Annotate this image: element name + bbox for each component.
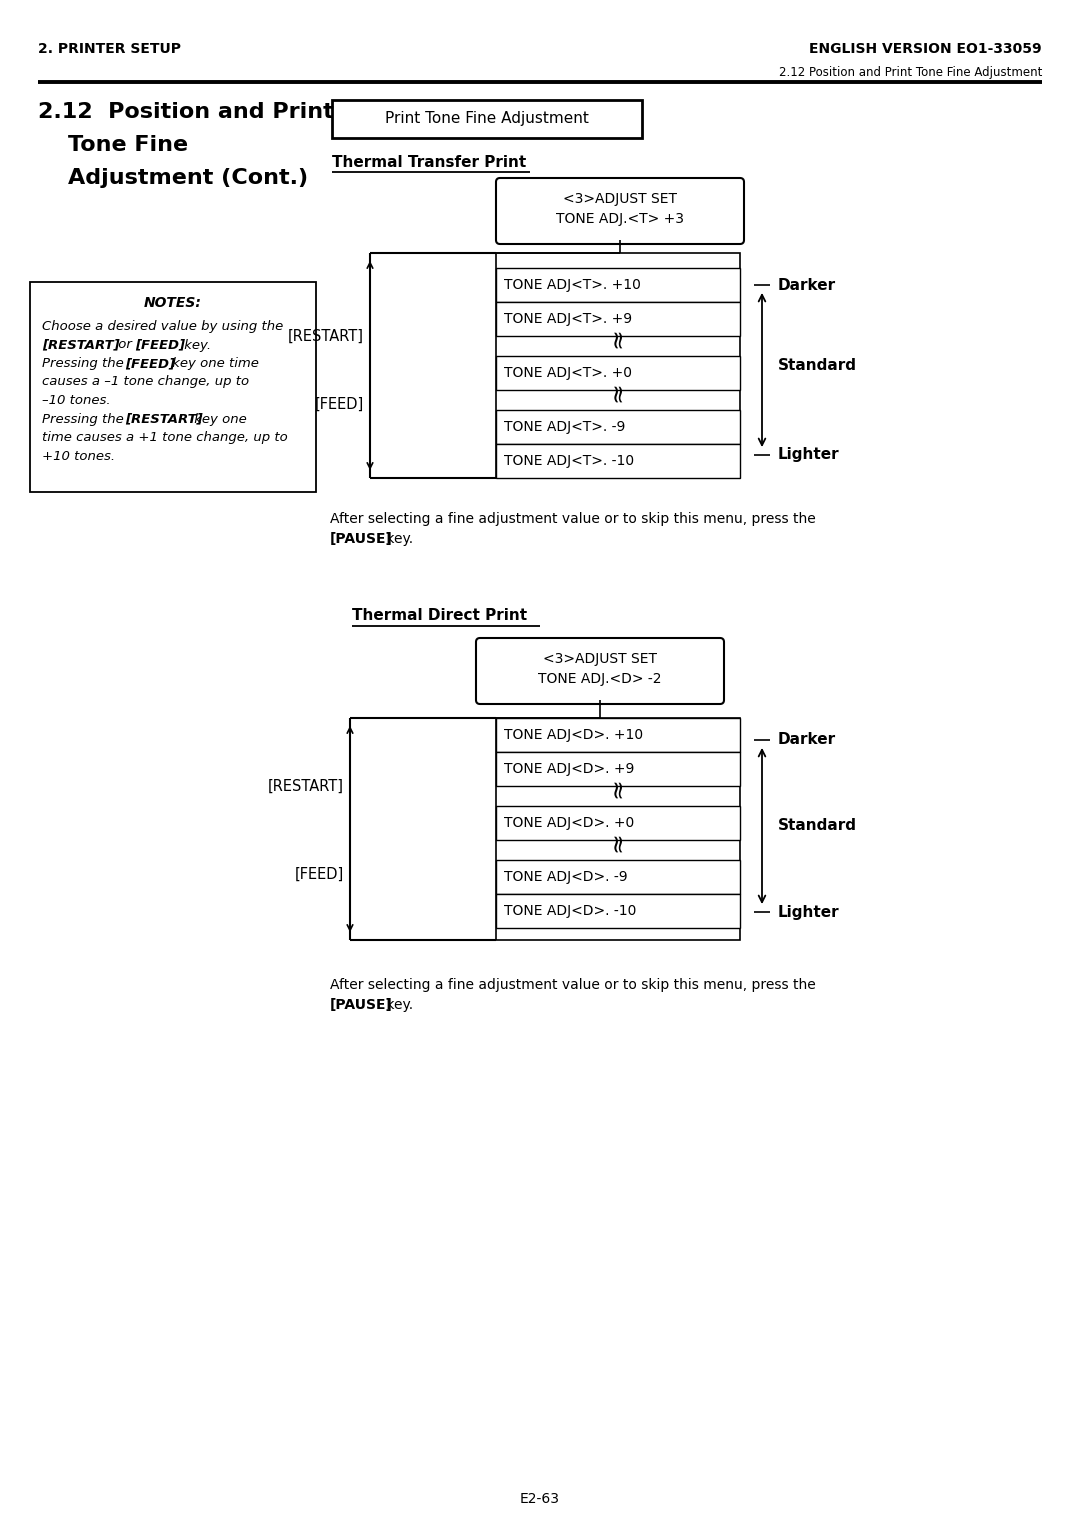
Text: 2.12  Position and Print: 2.12 Position and Print bbox=[38, 102, 334, 122]
Text: –10 tones.: –10 tones. bbox=[42, 394, 110, 406]
Bar bbox=[332, 99, 642, 138]
Text: [RESTART]: [RESTART] bbox=[42, 339, 120, 351]
Text: Lighter: Lighter bbox=[778, 905, 839, 920]
Bar bbox=[496, 356, 740, 390]
Text: ≈: ≈ bbox=[606, 327, 630, 347]
Text: [PAUSE]: [PAUSE] bbox=[330, 532, 393, 545]
Text: causes a –1 tone change, up to: causes a –1 tone change, up to bbox=[42, 376, 249, 388]
Bar bbox=[496, 894, 740, 927]
Text: key one: key one bbox=[190, 413, 246, 425]
Bar bbox=[496, 303, 740, 336]
Text: TONE ADJ<D>. +9: TONE ADJ<D>. +9 bbox=[504, 762, 634, 776]
Text: ≈: ≈ bbox=[606, 831, 630, 853]
Text: [FEED]: [FEED] bbox=[135, 339, 185, 351]
Text: ENGLISH VERSION EO1-33059: ENGLISH VERSION EO1-33059 bbox=[809, 41, 1042, 57]
Text: Adjustment (Cont.): Adjustment (Cont.) bbox=[68, 168, 308, 188]
Text: <3>ADJUST SET: <3>ADJUST SET bbox=[543, 652, 657, 666]
Bar bbox=[496, 267, 740, 303]
Text: TONE ADJ.<T> +3: TONE ADJ.<T> +3 bbox=[556, 212, 684, 226]
Bar bbox=[496, 410, 740, 445]
Text: 2.12 Position and Print Tone Fine Adjustment: 2.12 Position and Print Tone Fine Adjust… bbox=[779, 66, 1042, 79]
Text: TONE ADJ<D>. -9: TONE ADJ<D>. -9 bbox=[504, 869, 627, 885]
Text: TONE ADJ<T>. -10: TONE ADJ<T>. -10 bbox=[504, 454, 634, 468]
Text: <3>ADJUST SET: <3>ADJUST SET bbox=[563, 193, 677, 206]
Text: key.: key. bbox=[180, 339, 211, 351]
Text: NOTES:: NOTES: bbox=[144, 296, 202, 310]
Text: TONE ADJ<D>. -10: TONE ADJ<D>. -10 bbox=[504, 905, 636, 918]
Text: 2. PRINTER SETUP: 2. PRINTER SETUP bbox=[38, 41, 181, 57]
Text: Lighter: Lighter bbox=[778, 448, 839, 463]
Text: After selecting a fine adjustment value or to skip this menu, press the: After selecting a fine adjustment value … bbox=[330, 978, 815, 992]
Text: Standard: Standard bbox=[778, 358, 858, 373]
FancyBboxPatch shape bbox=[476, 639, 724, 704]
Text: Thermal Transfer Print: Thermal Transfer Print bbox=[332, 154, 526, 170]
Text: Print Tone Fine Adjustment: Print Tone Fine Adjustment bbox=[386, 112, 589, 127]
Text: [RESTART]: [RESTART] bbox=[288, 329, 364, 344]
Text: [RESTART]: [RESTART] bbox=[268, 778, 345, 793]
Text: TONE ADJ<T>. +9: TONE ADJ<T>. +9 bbox=[504, 312, 632, 325]
Text: ≈: ≈ bbox=[606, 778, 630, 799]
Text: Pressing the: Pressing the bbox=[42, 413, 129, 425]
FancyBboxPatch shape bbox=[496, 177, 744, 244]
Text: time causes a +1 tone change, up to: time causes a +1 tone change, up to bbox=[42, 431, 287, 445]
Text: Tone Fine: Tone Fine bbox=[68, 134, 188, 154]
Text: After selecting a fine adjustment value or to skip this menu, press the: After selecting a fine adjustment value … bbox=[330, 512, 815, 526]
Text: TONE ADJ<T>. -9: TONE ADJ<T>. -9 bbox=[504, 420, 625, 434]
Text: or: or bbox=[114, 339, 136, 351]
Text: Standard: Standard bbox=[778, 817, 858, 833]
Text: [FEED]: [FEED] bbox=[314, 396, 364, 411]
Text: key.: key. bbox=[382, 532, 414, 545]
Text: TONE ADJ<T>. +10: TONE ADJ<T>. +10 bbox=[504, 278, 640, 292]
Text: Pressing the: Pressing the bbox=[42, 358, 129, 370]
Text: Thermal Direct Print: Thermal Direct Print bbox=[352, 608, 527, 623]
Bar bbox=[30, 283, 316, 492]
Bar bbox=[496, 445, 740, 478]
Text: TONE ADJ<D>. +10: TONE ADJ<D>. +10 bbox=[504, 727, 643, 743]
Text: key one time: key one time bbox=[168, 358, 259, 370]
Bar bbox=[496, 254, 740, 478]
Text: +10 tones.: +10 tones. bbox=[42, 449, 116, 463]
Text: TONE ADJ.<D> -2: TONE ADJ.<D> -2 bbox=[538, 672, 662, 686]
Text: ≈: ≈ bbox=[606, 380, 630, 402]
Bar bbox=[496, 860, 740, 894]
Text: TONE ADJ<D>. +0: TONE ADJ<D>. +0 bbox=[504, 816, 634, 830]
Bar bbox=[496, 805, 740, 840]
Text: Choose a desired value by using the: Choose a desired value by using the bbox=[42, 319, 283, 333]
Bar bbox=[496, 752, 740, 785]
Text: E2-63: E2-63 bbox=[519, 1491, 561, 1507]
Text: [RESTART]: [RESTART] bbox=[125, 413, 203, 425]
Text: key.: key. bbox=[382, 998, 414, 1012]
Text: Darker: Darker bbox=[778, 732, 836, 747]
Text: Darker: Darker bbox=[778, 278, 836, 292]
Text: [FEED]: [FEED] bbox=[125, 358, 175, 370]
Bar bbox=[496, 718, 740, 940]
Bar bbox=[496, 718, 740, 752]
Text: [FEED]: [FEED] bbox=[295, 866, 345, 882]
Text: TONE ADJ<T>. +0: TONE ADJ<T>. +0 bbox=[504, 367, 632, 380]
Text: [PAUSE]: [PAUSE] bbox=[330, 998, 393, 1012]
